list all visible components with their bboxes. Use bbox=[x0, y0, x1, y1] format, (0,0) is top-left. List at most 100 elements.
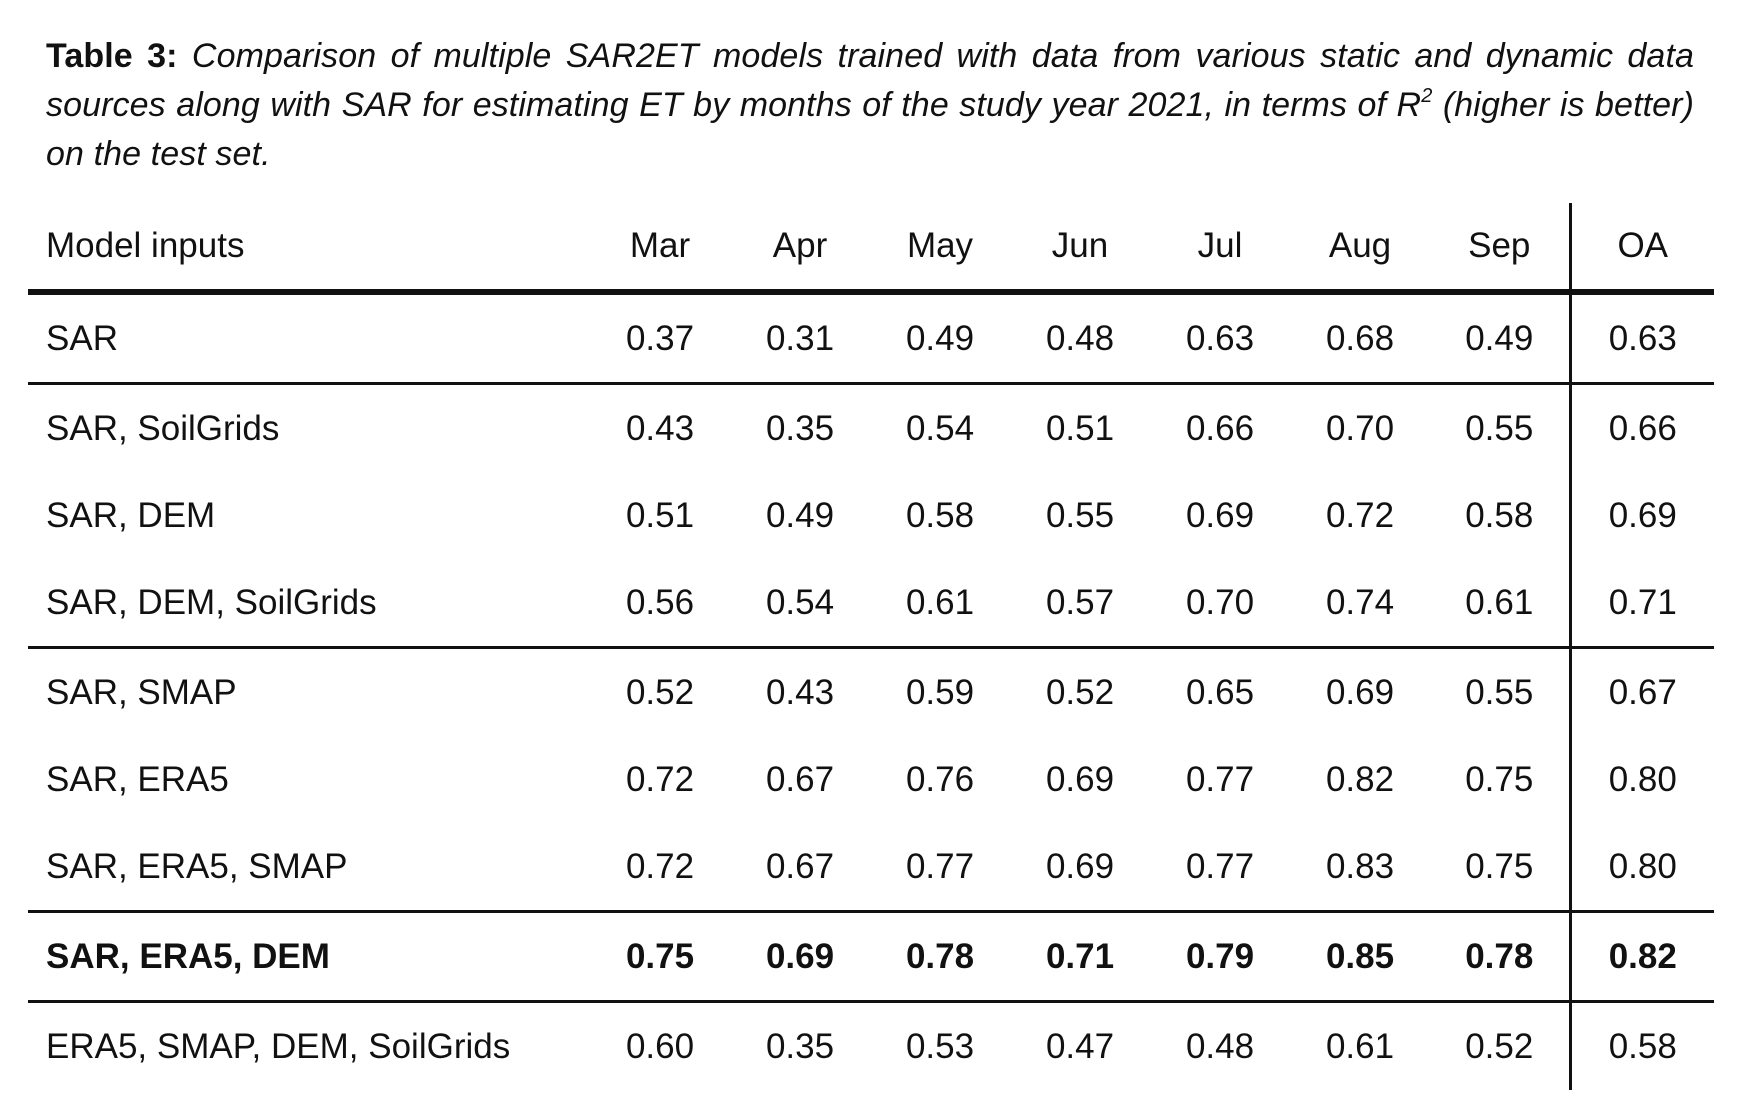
cell-sep: 0.75 bbox=[1465, 846, 1534, 886]
cell-oa: 0.58 bbox=[1568, 1000, 1714, 1090]
cell-apr: 0.67 bbox=[765, 846, 835, 886]
cell-jun: 0.71 bbox=[1010, 910, 1150, 1002]
cell-sep: 0.49 bbox=[1430, 289, 1570, 384]
cell-sep: 0.78 bbox=[1430, 910, 1570, 1002]
row-model-inputs: SAR, ERA5, SMAP bbox=[46, 846, 348, 886]
cell-may: 0.61 bbox=[905, 582, 975, 622]
cell-jul: 0.79 bbox=[1150, 910, 1290, 1002]
caption-text: Comparison of multiple SAR2ET models tra… bbox=[46, 37, 1695, 173]
cell-jun: 0.69 bbox=[1045, 846, 1115, 886]
cell-may: 0.49 bbox=[870, 289, 1010, 384]
cell-jul: 0.65 bbox=[1150, 646, 1290, 736]
cell-oa: 0.71 bbox=[1568, 559, 1714, 648]
table-row: ERA5, SMAP, DEM, SoilGrids 0.60 0.35 0.5… bbox=[28, 1000, 1714, 1090]
cell-mar: 0.72 bbox=[625, 759, 695, 799]
results-table-container: Model inputs Mar Apr May Jun Jul Aug Sep… bbox=[28, 203, 1714, 1090]
cell-jul: 0.77 bbox=[1185, 846, 1255, 886]
cell-oa: 0.67 bbox=[1568, 646, 1714, 736]
column-header-may: May bbox=[906, 226, 974, 265]
column-header-aug: Aug bbox=[1328, 226, 1392, 265]
row-model-inputs: SAR, SoilGrids bbox=[28, 382, 590, 472]
cell-apr: 0.35 bbox=[730, 1000, 870, 1090]
cell-aug: 0.61 bbox=[1290, 1000, 1430, 1090]
cell-apr: 0.67 bbox=[765, 759, 835, 799]
cell-jul: 0.66 bbox=[1150, 382, 1290, 472]
cell-jul: 0.63 bbox=[1150, 289, 1290, 384]
cell-sep: 0.52 bbox=[1430, 1000, 1570, 1090]
cell-sep: 0.58 bbox=[1465, 495, 1534, 535]
cell-jun: 0.52 bbox=[1010, 646, 1150, 736]
cell-aug: 0.70 bbox=[1290, 382, 1430, 472]
cell-mar: 0.60 bbox=[590, 1000, 730, 1090]
cell-mar: 0.72 bbox=[625, 846, 695, 886]
cell-jul: 0.69 bbox=[1185, 495, 1255, 535]
column-header-jun: Jun bbox=[1051, 226, 1109, 265]
cell-mar: 0.56 bbox=[625, 582, 695, 622]
cell-aug: 0.72 bbox=[1325, 495, 1395, 535]
row-model-inputs: SAR, SMAP bbox=[28, 646, 590, 736]
cell-apr: 0.69 bbox=[730, 910, 870, 1002]
cell-apr: 0.54 bbox=[765, 582, 835, 622]
cell-mar: 0.75 bbox=[590, 910, 730, 1002]
cell-sep: 0.61 bbox=[1465, 582, 1534, 622]
cell-may: 0.58 bbox=[905, 495, 975, 535]
cell-apr: 0.43 bbox=[730, 646, 870, 736]
cell-may: 0.78 bbox=[870, 910, 1010, 1002]
caption-label: Table 3: bbox=[46, 37, 178, 75]
table-row: SAR, DEM, SoilGrids 0.56 0.54 0.61 0.57 … bbox=[28, 559, 1714, 648]
cell-mar: 0.52 bbox=[590, 646, 730, 736]
results-table: Model inputs Mar Apr May Jun Jul Aug Sep… bbox=[28, 203, 1714, 1090]
cell-mar: 0.37 bbox=[590, 289, 730, 384]
cell-may: 0.76 bbox=[905, 759, 975, 799]
cell-may: 0.59 bbox=[870, 646, 1010, 736]
table-row: SAR, ERA5 0.72 0.67 0.76 0.69 0.77 0.82 … bbox=[28, 736, 1714, 823]
table-row: SAR, SoilGrids 0.43 0.35 0.54 0.51 0.66 … bbox=[28, 382, 1714, 472]
cell-oa: 0.80 bbox=[1568, 823, 1714, 912]
column-header-oa: OA bbox=[1568, 203, 1714, 292]
row-model-inputs: SAR, DEM, SoilGrids bbox=[46, 582, 377, 622]
table-caption: Table 3: Comparison of multiple SAR2ET m… bbox=[46, 32, 1694, 179]
cell-may: 0.53 bbox=[870, 1000, 1010, 1090]
row-model-inputs: SAR, ERA5 bbox=[46, 759, 229, 799]
cell-apr: 0.35 bbox=[730, 382, 870, 472]
column-header-sep: Sep bbox=[1468, 226, 1531, 265]
table-row: SAR, SMAP 0.52 0.43 0.59 0.52 0.65 0.69 … bbox=[28, 646, 1714, 736]
cell-aug: 0.74 bbox=[1325, 582, 1395, 622]
table-header-row: Model inputs Mar Apr May Jun Jul Aug Sep… bbox=[28, 203, 1714, 292]
cell-sep: 0.55 bbox=[1430, 382, 1570, 472]
table-row: SAR, ERA5, SMAP 0.72 0.67 0.77 0.69 0.77… bbox=[28, 823, 1714, 912]
table-row-best: SAR, ERA5, DEM 0.75 0.69 0.78 0.71 0.79 … bbox=[28, 910, 1714, 1002]
caption-superscript: 2 bbox=[1421, 85, 1433, 107]
cell-apr: 0.49 bbox=[765, 495, 835, 535]
cell-jun: 0.51 bbox=[1010, 382, 1150, 472]
cell-oa: 0.63 bbox=[1568, 289, 1714, 384]
row-model-inputs: SAR, ERA5, DEM bbox=[28, 910, 590, 1002]
cell-aug: 0.69 bbox=[1290, 646, 1430, 736]
column-header-mar: Mar bbox=[629, 226, 691, 265]
cell-oa: 0.69 bbox=[1568, 472, 1714, 559]
row-model-inputs: SAR, DEM bbox=[46, 495, 216, 535]
row-model-inputs: SAR bbox=[28, 289, 590, 384]
cell-aug: 0.83 bbox=[1325, 846, 1395, 886]
cell-jun: 0.57 bbox=[1045, 582, 1115, 622]
cell-mar: 0.43 bbox=[590, 382, 730, 472]
cell-jul: 0.70 bbox=[1185, 582, 1255, 622]
cell-may: 0.54 bbox=[870, 382, 1010, 472]
cell-jun: 0.47 bbox=[1010, 1000, 1150, 1090]
column-header-model-inputs: Model inputs bbox=[46, 226, 245, 265]
table-row: SAR, DEM 0.51 0.49 0.58 0.55 0.69 0.72 0… bbox=[28, 472, 1714, 559]
cell-sep: 0.75 bbox=[1465, 759, 1534, 799]
cell-may: 0.77 bbox=[905, 846, 975, 886]
row-model-inputs: ERA5, SMAP, DEM, SoilGrids bbox=[28, 1000, 590, 1090]
cell-oa: 0.66 bbox=[1568, 382, 1714, 472]
cell-mar: 0.51 bbox=[625, 495, 695, 535]
cell-jun: 0.55 bbox=[1045, 495, 1115, 535]
cell-jun: 0.69 bbox=[1045, 759, 1115, 799]
cell-sep: 0.55 bbox=[1430, 646, 1570, 736]
cell-jul: 0.48 bbox=[1150, 1000, 1290, 1090]
cell-oa: 0.82 bbox=[1568, 910, 1714, 1002]
cell-jul: 0.77 bbox=[1185, 759, 1255, 799]
cell-aug: 0.85 bbox=[1290, 910, 1430, 1002]
column-header-apr: Apr bbox=[772, 226, 828, 265]
cell-jun: 0.48 bbox=[1010, 289, 1150, 384]
